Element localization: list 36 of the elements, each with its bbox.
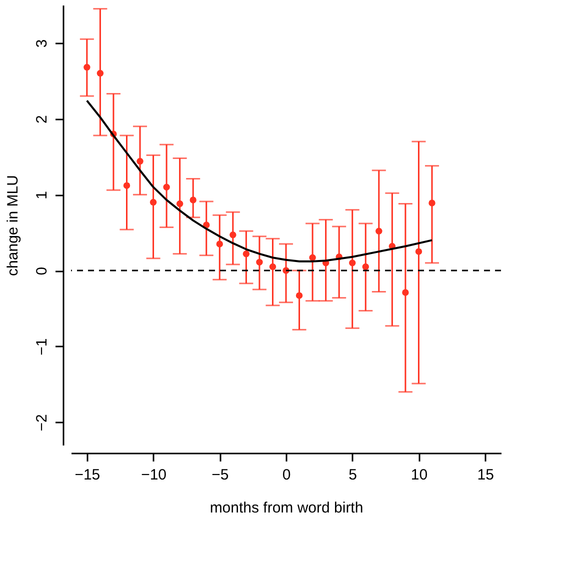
point	[376, 228, 382, 234]
y-axis-title: change in MLU	[4, 175, 22, 276]
point	[362, 263, 369, 270]
point	[136, 158, 144, 165]
point	[123, 182, 130, 189]
x-tick-label: −15	[74, 466, 100, 484]
point	[84, 64, 90, 71]
point	[349, 260, 356, 266]
point	[96, 70, 104, 77]
y-tick-label: −1	[34, 338, 50, 356]
x-tick-label: 5	[348, 466, 358, 484]
y-tick-label: −2	[34, 414, 50, 432]
x-tick-label: 10	[410, 466, 428, 484]
point	[256, 258, 263, 266]
y-tick-label: 3	[34, 39, 50, 48]
x-tick-label: 15	[477, 466, 494, 484]
point	[190, 196, 196, 204]
point	[176, 200, 184, 208]
point	[230, 232, 236, 238]
point	[309, 254, 316, 261]
point	[415, 248, 422, 255]
point	[242, 250, 250, 258]
x-tick-label: −5	[212, 466, 229, 484]
x-axis-title: months from word birth	[210, 500, 364, 516]
y-tick-label: 2	[34, 115, 50, 124]
x-tick-label: −10	[141, 466, 167, 484]
point	[296, 292, 303, 299]
point	[269, 263, 276, 270]
point	[216, 240, 223, 248]
point	[150, 198, 157, 206]
y-tick-label: 0	[34, 266, 50, 276]
point	[163, 184, 170, 190]
y-tick-label: 1	[34, 190, 50, 200]
point	[428, 200, 436, 206]
point	[402, 289, 409, 296]
x-tick-label: 0	[282, 466, 291, 484]
